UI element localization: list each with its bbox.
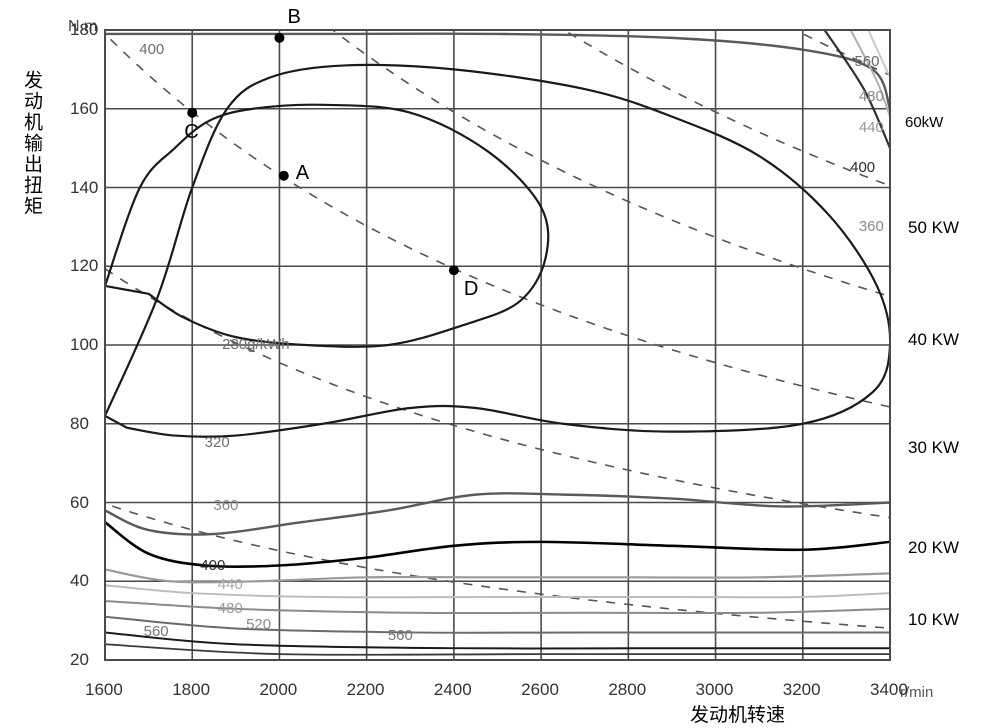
kw-label-10KW: 10 KW	[908, 610, 959, 630]
y-tick-100: 100	[70, 335, 98, 355]
chart-svg	[0, 0, 1000, 728]
point-B: B	[287, 6, 300, 29]
y-tick-140: 140	[70, 178, 98, 198]
x-tick-3400: 3400	[870, 680, 908, 700]
y-tick-160: 160	[70, 99, 98, 119]
x-tick-2200: 2200	[347, 680, 385, 700]
kw-label-30KW: 30 KW	[908, 438, 959, 458]
engine-map-chart: N.m 发动机输出扭矩 发动机转速 r/min 1600180020002200…	[0, 0, 1000, 728]
y-tick-80: 80	[70, 414, 89, 434]
contour-label-10-label: 520	[246, 616, 271, 633]
kw-label-40KW: 40 KW	[908, 330, 959, 350]
y-axis-title: 发动机输出扭矩	[18, 70, 45, 217]
contour-label-1-label: 320	[205, 434, 230, 451]
y-tick-40: 40	[70, 571, 89, 591]
x-tick-2000: 2000	[259, 680, 297, 700]
contour-label-4-label2: 400	[850, 159, 875, 176]
contour-label-4-label: 400	[200, 557, 225, 574]
y-tick-20: 20	[70, 650, 89, 670]
kw-label-20KW: 20 KW	[908, 538, 959, 558]
contour-label-8-label: 480	[218, 600, 243, 617]
x-tick-2800: 2800	[608, 680, 646, 700]
contour-label-0-label: 280g/kWh	[222, 336, 290, 353]
contour-label-11-label3: 560	[854, 53, 879, 70]
y-tick-180: 180	[70, 20, 98, 40]
contour-label-11-label: 560	[144, 623, 169, 640]
x-tick-2600: 2600	[521, 680, 559, 700]
x-tick-3200: 3200	[783, 680, 821, 700]
contour-label-3-label: 360	[213, 497, 238, 514]
x-tick-2400: 2400	[434, 680, 472, 700]
x-tick-1800: 1800	[172, 680, 210, 700]
y-tick-120: 120	[70, 256, 98, 276]
contour-label-11-label2: 560	[388, 627, 413, 644]
x-axis-title: 发动机转速	[690, 700, 785, 727]
contour-label-8-label2: 480	[859, 88, 884, 105]
kw-label-50KW: 50 KW	[908, 218, 959, 238]
contour-label-4-label3: 400	[139, 41, 164, 58]
kw-label-60kW: 60kW	[905, 114, 943, 131]
point-D: D	[464, 278, 478, 301]
x-tick-1600: 1600	[85, 680, 123, 700]
x-tick-3000: 3000	[696, 680, 734, 700]
contour-label-3-label2: 360	[859, 218, 884, 235]
y-tick-60: 60	[70, 493, 89, 513]
contour-label-6-label: 440	[218, 576, 243, 593]
contour-label-6-label2: 440	[859, 119, 884, 136]
point-A: A	[296, 162, 309, 185]
point-C: C	[184, 121, 198, 144]
